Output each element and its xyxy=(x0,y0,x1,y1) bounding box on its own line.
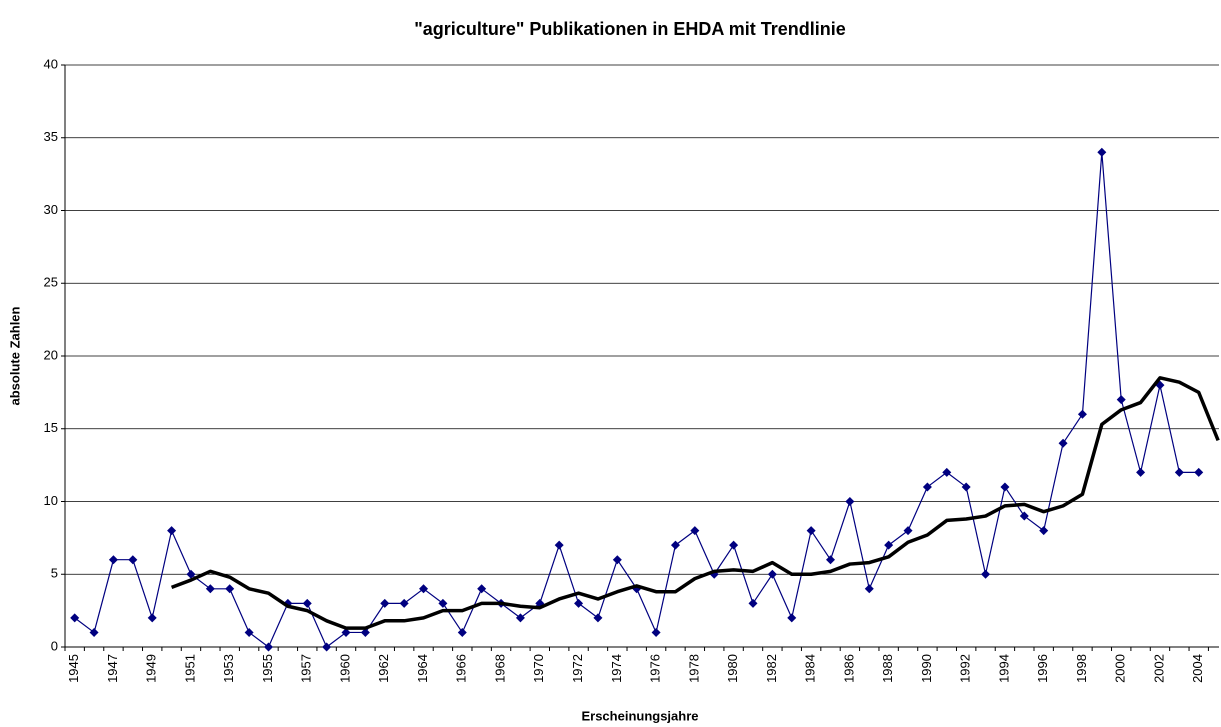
data-point xyxy=(864,584,874,594)
x-tick-label: 1951 xyxy=(182,654,197,683)
data-point xyxy=(826,555,836,565)
data-point xyxy=(419,584,429,594)
x-tick-label: 1974 xyxy=(609,654,624,683)
data-point xyxy=(903,526,913,536)
data-point xyxy=(787,613,797,623)
y-tick-label: 30 xyxy=(44,202,58,217)
x-tick-label: 2000 xyxy=(1113,654,1128,683)
x-tick-label: 1972 xyxy=(570,654,585,683)
x-tick-label: 1992 xyxy=(958,654,973,683)
y-tick-label: 40 xyxy=(44,56,58,71)
x-tick-label: 1970 xyxy=(531,654,546,683)
x-tick-label: 1945 xyxy=(66,654,81,683)
x-tick-label: 2004 xyxy=(1190,654,1205,683)
data-point xyxy=(1194,467,1204,477)
x-tick-label: 1982 xyxy=(764,654,779,683)
y-tick-label: 35 xyxy=(44,129,58,144)
x-tick-label: 1994 xyxy=(996,654,1011,683)
x-tick-label: 1978 xyxy=(686,654,701,683)
data-point xyxy=(70,613,80,623)
data-point xyxy=(438,598,448,608)
y-tick-label: 10 xyxy=(44,493,58,508)
data-point xyxy=(1039,526,1049,536)
data-point xyxy=(263,642,273,652)
data-point xyxy=(593,613,603,623)
x-tick-label: 1990 xyxy=(919,654,934,683)
y-tick-label: 25 xyxy=(44,275,58,290)
data-point xyxy=(1097,147,1107,157)
data-point xyxy=(244,627,254,637)
x-axis-title: Erscheinungsjahre xyxy=(581,708,698,723)
series-line xyxy=(170,376,1220,630)
data-point xyxy=(574,598,584,608)
data-point xyxy=(322,642,332,652)
data-point xyxy=(147,613,157,623)
x-tick-label: 1964 xyxy=(415,654,430,683)
data-point xyxy=(922,482,932,492)
x-tick-label: 2002 xyxy=(1151,654,1166,683)
data-point xyxy=(651,627,661,637)
data-point xyxy=(1058,438,1068,448)
x-tick-label: 1949 xyxy=(144,654,159,683)
x-tick-label: 1953 xyxy=(221,654,236,683)
data-point xyxy=(108,555,118,565)
data-point xyxy=(1136,467,1146,477)
data-point xyxy=(845,497,855,506)
data-point xyxy=(767,569,777,579)
data-point xyxy=(1116,395,1126,405)
data-point xyxy=(942,467,952,477)
data-point xyxy=(961,482,971,492)
y-tick-label: 20 xyxy=(44,347,58,362)
y-tick-label: 0 xyxy=(51,638,58,653)
x-tick-label: 1962 xyxy=(376,654,391,683)
x-tick-label: 1984 xyxy=(803,654,818,683)
data-point xyxy=(89,627,99,637)
data-point xyxy=(205,584,215,594)
chart-title: "agriculture" Publikationen in EHDA mit … xyxy=(414,19,845,39)
data-point xyxy=(1000,482,1010,492)
series-line xyxy=(74,151,1199,648)
data-point xyxy=(806,526,816,536)
data-point xyxy=(612,555,622,565)
y-tick-label: 5 xyxy=(51,566,58,581)
x-tick-label: 1976 xyxy=(648,654,663,683)
data-point xyxy=(167,526,177,536)
data-point xyxy=(399,598,409,608)
data-point xyxy=(981,569,991,579)
data-point xyxy=(1174,467,1184,477)
x-tick-label: 1988 xyxy=(880,654,895,683)
data-point xyxy=(1019,511,1029,521)
data-point xyxy=(360,627,370,637)
data-point xyxy=(341,627,351,637)
x-tick-label: 1966 xyxy=(454,654,469,683)
data-point xyxy=(729,540,739,550)
data-point xyxy=(457,627,467,637)
data-point xyxy=(515,613,525,623)
x-tick-label: 1986 xyxy=(841,654,856,683)
x-tick-label: 1968 xyxy=(492,654,507,683)
x-tick-label: 1960 xyxy=(337,654,352,683)
data-point xyxy=(1077,409,1087,419)
data-point xyxy=(670,540,680,550)
y-tick-label: 15 xyxy=(44,420,58,435)
data-point xyxy=(302,598,312,608)
data-point xyxy=(186,569,196,579)
data-point xyxy=(884,540,894,550)
y-axis-title: absolute Zahlen xyxy=(7,306,22,405)
x-tick-label: 1955 xyxy=(260,654,275,683)
data-point xyxy=(690,526,700,536)
data-point xyxy=(380,598,390,608)
data-point xyxy=(554,540,564,550)
x-tick-label: 1957 xyxy=(299,654,314,683)
x-tick-label: 1947 xyxy=(105,654,120,683)
x-tick-label: 1980 xyxy=(725,654,740,683)
data-point xyxy=(748,598,758,608)
data-point xyxy=(477,584,487,594)
data-point xyxy=(128,555,138,565)
x-tick-label: 1998 xyxy=(1074,654,1089,683)
x-tick-label: 1996 xyxy=(1035,654,1050,683)
data-point xyxy=(225,584,235,594)
